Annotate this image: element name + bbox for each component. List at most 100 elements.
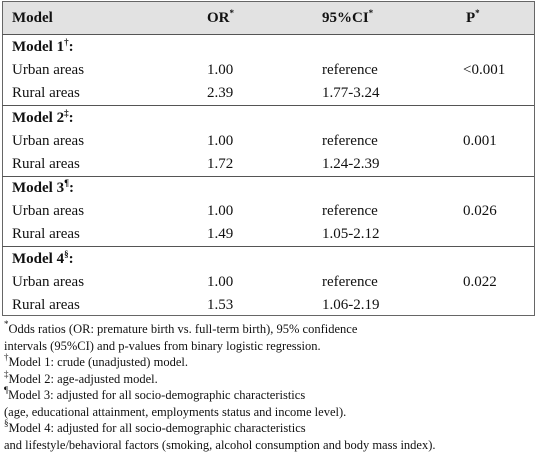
row-label: Urban areas [12, 61, 84, 79]
text: 1.49 [207, 226, 234, 242]
text: Urban areas [12, 62, 85, 78]
or-value: 1.00 [207, 202, 233, 220]
text: reference [322, 62, 378, 78]
footnote: *Odds ratios (OR: premature birth vs. fu… [4, 319, 358, 337]
superscript: ¶ [64, 178, 69, 188]
text: (age, educational attainment, employment… [4, 404, 347, 419]
p-value: 0.022 [463, 273, 497, 291]
text: Model [12, 10, 53, 26]
text: Odds ratios (OR: premature birth vs. ful… [8, 322, 358, 336]
text: 2.39 [207, 85, 234, 101]
text: Urban areas [12, 273, 85, 290]
group-title: Model 4§: [12, 248, 74, 268]
ci-value: reference [322, 273, 378, 291]
or-value: 2.39 [207, 84, 233, 102]
superscript: † [64, 37, 69, 47]
text: 1.77-3.24 [322, 85, 380, 101]
ci-value: 1.05-2.12 [322, 225, 380, 243]
text: 1.06-2.19 [322, 296, 380, 313]
text: 1.00 [207, 62, 234, 78]
superscript: § [64, 248, 69, 259]
superscript: * [475, 8, 480, 18]
text: and lifestyle/behavioral factors (smokin… [4, 437, 436, 452]
footnote: and lifestyle/behavioral factors (smokin… [4, 438, 436, 453]
row-label: Rural areas [12, 225, 80, 243]
text: 0.022 [463, 273, 497, 290]
text: Rural areas [12, 226, 80, 242]
text: Model 2: age-adjusted model. [8, 371, 158, 386]
group-title: Model 3¶: [12, 179, 74, 197]
text: Urban areas [12, 203, 85, 219]
text: 95%CI [322, 10, 369, 26]
row-label: Rural areas [12, 155, 80, 173]
row-separator [2, 246, 534, 247]
group-title: Model 2‡: [12, 107, 74, 127]
text: Rural areas [12, 296, 80, 313]
text: Model 1 [12, 39, 65, 55]
text: P [466, 10, 476, 26]
text: : [68, 109, 74, 126]
column-header: Model [12, 9, 53, 27]
row-label: Urban areas [12, 202, 84, 220]
superscript: ‡ [4, 368, 9, 379]
text: 1.53 [207, 296, 234, 313]
row-label: Rural areas [12, 296, 80, 314]
superscript: ‡ [64, 107, 69, 118]
column-header: OR* [207, 9, 234, 27]
ci-value: reference [322, 132, 378, 150]
footnote: ¶Model 3: adjusted for all socio-demogra… [4, 386, 306, 403]
text: reference [322, 273, 378, 290]
row-separator [2, 175, 534, 177]
text: Rural areas [12, 155, 80, 172]
ci-value: 1.77-3.24 [322, 84, 380, 102]
text: reference [322, 203, 378, 219]
text: Rural areas [12, 85, 80, 101]
row-separator [2, 105, 534, 106]
superscript: * [368, 8, 374, 18]
text: reference [322, 132, 378, 149]
text: Model 3: adjusted for all socio-demograp… [8, 388, 306, 402]
text: 0.026 [463, 203, 497, 219]
text: Model 3 [12, 180, 65, 196]
superscript: * [4, 319, 9, 329]
text: 1.72 [207, 155, 234, 172]
superscript: † [4, 352, 9, 362]
row-label: Urban areas [12, 132, 84, 150]
or-value: 1.00 [207, 61, 233, 79]
text: 0.001 [463, 132, 497, 149]
footnote: †Model 1: crude (unadjusted) model. [4, 352, 188, 370]
text: intervals (95%CI) and p-values from bina… [4, 338, 321, 353]
superscript: * [229, 8, 235, 18]
superscript: § [4, 418, 9, 428]
p-value: 0.001 [463, 132, 497, 150]
footnote: intervals (95%CI) and p-values from bina… [4, 339, 321, 354]
ci-value: 1.06-2.19 [322, 296, 380, 314]
text: Model 2 [12, 109, 65, 126]
text: 1.00 [207, 132, 234, 149]
row-separator [2, 34, 534, 35]
text: 1.00 [207, 203, 234, 219]
or-value: 1.53 [207, 296, 233, 314]
or-value: 1.00 [207, 132, 233, 150]
text: Model 4: adjusted for all socio-demograp… [8, 421, 306, 435]
footnote: (age, educational attainment, employment… [4, 405, 346, 420]
p-value: <0.001 [463, 61, 505, 79]
text: Model 1: crude (unadjusted) model. [8, 355, 188, 369]
text: 1.05-2.12 [322, 226, 380, 242]
text: Model 4 [12, 250, 65, 267]
column-header: 95%CI* [322, 9, 373, 27]
text: Urban areas [12, 132, 85, 149]
ci-value: reference [322, 61, 378, 79]
header-band [2, 1, 534, 34]
text: : [68, 180, 74, 196]
text: OR [207, 10, 230, 26]
table-border [2, 1, 535, 316]
column-header: P* [466, 9, 480, 27]
or-value: 1.49 [207, 225, 233, 243]
group-title: Model 1†: [12, 38, 74, 56]
text: : [68, 39, 74, 55]
p-value: 0.026 [463, 202, 497, 220]
text: <0.001 [463, 62, 506, 78]
footnote: ‡Model 2: age-adjusted model. [4, 368, 158, 387]
